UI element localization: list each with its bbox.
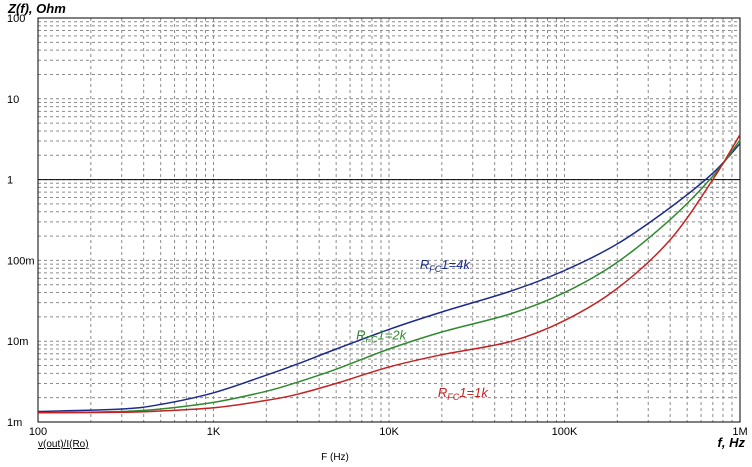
series-label: RFC1=4k <box>420 257 471 274</box>
series-label: RFC1=1k <box>438 385 489 402</box>
x-tick-label: 10K <box>379 426 399 438</box>
plot-area-frame <box>37 17 741 423</box>
x-variable-label: F (Hz) <box>321 452 349 463</box>
series-line-14k <box>37 142 741 413</box>
x-tick-label: 100 <box>29 426 47 438</box>
grid <box>38 18 740 422</box>
series-line-11k <box>37 134 741 414</box>
x-tick-labels: 100 1K 10K 100K 1M <box>29 426 748 438</box>
x-axis-title: f, Hz <box>718 435 746 450</box>
series-annotations: RFC1=4k RFC1=2k RFC1=1k <box>356 257 489 402</box>
y-tick-label: 100 <box>7 13 25 25</box>
y-tick-label: 10m <box>7 336 28 348</box>
series-label: RFC1=2k <box>356 327 407 344</box>
x-tick-label: 100K <box>552 426 578 438</box>
series-line-12k <box>37 139 741 414</box>
y-axis-title: Z(f), Ohm <box>7 1 66 16</box>
x-tick-label: 1K <box>207 426 221 438</box>
x-tick-label: 1M <box>732 426 747 438</box>
y-tick-label: 100m <box>7 255 35 267</box>
trace-expression-label: v(out)/I(Ro) <box>38 439 89 450</box>
y-tick-label: 1 <box>7 175 13 187</box>
y-tick-label: 10 <box>7 94 19 106</box>
series-group <box>37 134 741 414</box>
y-tick-label: 1m <box>7 417 22 429</box>
y-tick-labels: 1m 10m 100m 1 10 100 <box>7 13 35 429</box>
